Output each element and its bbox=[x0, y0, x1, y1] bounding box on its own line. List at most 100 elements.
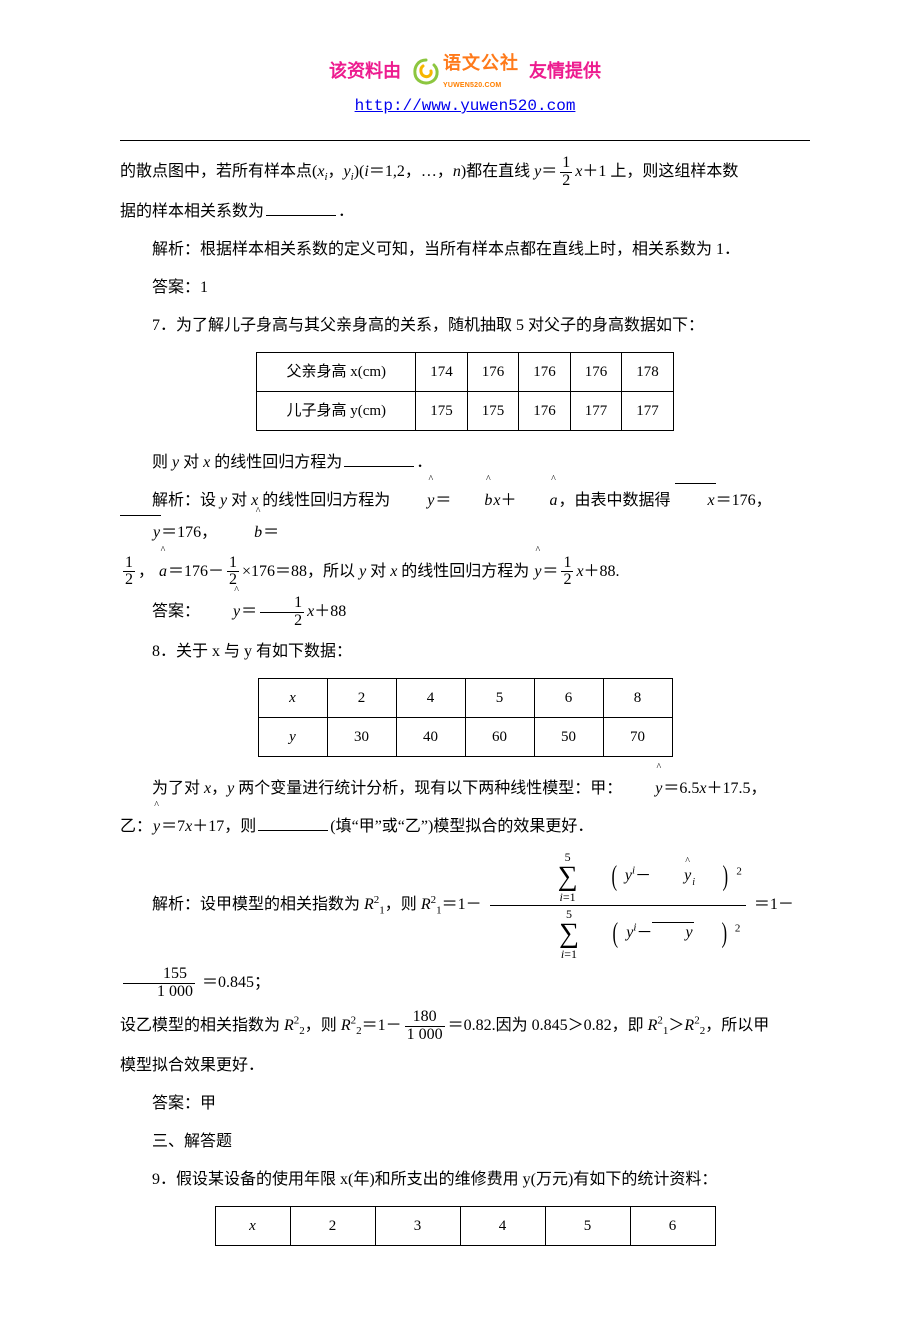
text: )( bbox=[354, 163, 365, 180]
text: ×176＝88，所以 bbox=[242, 563, 359, 580]
q8-prompt-line1: 为了对 x，y 两个变量进行统计分析，现有以下两种线性模型：甲：y＝6.5x＋1… bbox=[120, 773, 810, 805]
q7-stem: 7．为了解儿子身高与其父亲身高的关系，随机抽取 5 对父子的身高数据如下： bbox=[120, 310, 810, 342]
header-url-link[interactable]: http://www.yuwen520.com bbox=[355, 97, 576, 115]
cell: 50 bbox=[534, 717, 603, 756]
q7-jiexi-line2: 12， a＝176－12×176＝88，所以 y 对 x 的线性回归方程为 y＝… bbox=[120, 555, 810, 590]
text: 的线性回归方程为 bbox=[258, 492, 394, 509]
row-label: 儿子身高 y(cm) bbox=[257, 391, 416, 430]
q8-jiexi-line1: 解析：设甲模型的相关指数为 R21，则 R21＝1－ 5∑i=1 (yi－yi)… bbox=[120, 849, 810, 1004]
text: ＝1－ bbox=[754, 896, 794, 913]
text: ＋1 上，则这组样本数 bbox=[582, 163, 738, 180]
header-line-1: 该资料由 语文公社 YUWEN520.COM 友情提供 bbox=[120, 54, 810, 90]
cell: x bbox=[258, 678, 327, 717]
q6-answer: 答案：1 bbox=[120, 272, 810, 304]
q8-answer: 答案：甲 bbox=[120, 1088, 810, 1120]
cell: 174 bbox=[416, 352, 468, 391]
text: 设乙模型的相关指数为 bbox=[120, 1017, 284, 1034]
text: ＝176， bbox=[161, 524, 221, 541]
cell: 175 bbox=[416, 391, 468, 430]
q7-jiexi-line1: 解析：设 y 对 x 的线性回归方程为 y＝bx＋a，由表中数据得 x＝176，… bbox=[120, 485, 810, 549]
cell: 2 bbox=[327, 678, 396, 717]
text: ＝176－ bbox=[168, 563, 224, 580]
cell: 177 bbox=[570, 391, 622, 430]
table-row: x 2 3 4 5 6 bbox=[215, 1206, 715, 1245]
document-body: 的散点图中，若所有样本点(xi，yi)(i＝1,2，…，n)都在直线 y＝12x… bbox=[120, 155, 810, 1246]
den: 1 000 bbox=[123, 983, 195, 1001]
text: ＋17.5， bbox=[707, 780, 767, 797]
den: 1 000 bbox=[405, 1026, 445, 1044]
q6-continuation-line2: 据的样本相关系数为． bbox=[120, 196, 810, 228]
text: 答案： bbox=[152, 603, 200, 620]
text: 的线性回归方程为 bbox=[397, 563, 533, 580]
table-row: x 2 4 5 6 8 bbox=[258, 678, 672, 717]
text: ＝0.82.因为 0.845＞0.82，即 bbox=[448, 1017, 648, 1034]
logo-swirl-icon bbox=[411, 58, 441, 86]
var: x bbox=[289, 690, 296, 706]
text: ＋88 bbox=[314, 603, 346, 620]
table-row: y 30 40 60 50 70 bbox=[258, 717, 672, 756]
q8-table: x 2 4 5 6 8 y 30 40 60 50 70 bbox=[258, 678, 673, 757]
fill-blank bbox=[258, 829, 328, 831]
cell: 3 bbox=[375, 1206, 460, 1245]
logo: 语文公社 YUWEN520.COM bbox=[409, 54, 521, 90]
q9-table: x 2 3 4 5 6 bbox=[215, 1206, 716, 1246]
table-row: 儿子身高 y(cm) 175 175 176 177 177 bbox=[257, 391, 674, 430]
cell: 176 bbox=[519, 352, 571, 391]
cell: 60 bbox=[465, 717, 534, 756]
cell: 4 bbox=[460, 1206, 545, 1245]
text: 两个变量进行统计分析，现有以下两种线性模型：甲： bbox=[234, 780, 622, 797]
num: 155 bbox=[123, 966, 195, 983]
header-right-text: 友情提供 bbox=[529, 59, 601, 84]
q6-jiexi: 解析：根据样本相关系数的定义可知，当所有样本点都在直线上时，相关系数为 1． bbox=[120, 234, 810, 266]
table-row: 父亲身高 x(cm) 174 176 176 176 178 bbox=[257, 352, 674, 391]
text: 乙： bbox=[120, 818, 152, 835]
text: ． bbox=[416, 454, 432, 471]
big-fraction: 5∑i=1 (yi－yi)2 5∑i=1 (yi－y)2 bbox=[490, 849, 746, 962]
cell: 40 bbox=[396, 717, 465, 756]
logo-subtext: YUWEN520.COM bbox=[443, 82, 501, 89]
text: ＝7 bbox=[161, 818, 185, 835]
text: ＝0.845； bbox=[202, 974, 270, 991]
text: 为了对 bbox=[152, 780, 204, 797]
row-label: 父亲身高 x(cm) bbox=[257, 352, 416, 391]
text: ＝1－ bbox=[442, 896, 482, 913]
text: ，则 bbox=[305, 1017, 341, 1034]
q8-jiexi-line2: 设乙模型的相关指数为 R22，则 R22＝1－1801 000＝0.82.因为 … bbox=[120, 1009, 810, 1044]
fill-blank bbox=[344, 465, 414, 467]
text: (填“甲”或“乙”)模型拟合的效果更好． bbox=[330, 818, 593, 835]
q8-stem: 8．关于 x 与 y 有如下数据： bbox=[120, 636, 810, 668]
q6-continuation-line1: 的散点图中，若所有样本点(xi，yi)(i＝1,2，…，n)都在直线 y＝12x… bbox=[120, 155, 810, 190]
cell: 6 bbox=[534, 678, 603, 717]
num: 180 bbox=[405, 1009, 445, 1026]
cell: 30 bbox=[327, 717, 396, 756]
cell: 4 bbox=[396, 678, 465, 717]
text: 对 bbox=[179, 454, 203, 471]
fill-blank bbox=[266, 214, 336, 216]
var: y bbox=[289, 729, 296, 745]
text: ＋88. bbox=[584, 563, 620, 580]
cell: 8 bbox=[603, 678, 672, 717]
q8-jiexi-line3: 模型拟合效果更好． bbox=[120, 1050, 810, 1082]
q8-prompt-line2: 乙：y＝7x＋17，则(填“甲”或“乙”)模型拟合的效果更好． bbox=[120, 811, 810, 843]
header-left-text: 该资料由 bbox=[329, 59, 401, 84]
text: ， bbox=[211, 780, 227, 797]
header-separator bbox=[120, 140, 810, 141]
text: ＋17，则 bbox=[192, 818, 256, 835]
text: 对 bbox=[366, 563, 390, 580]
text: ，所以甲 bbox=[705, 1017, 769, 1034]
text: 解析：设甲模型的相关指数为 bbox=[152, 896, 364, 913]
cell: 70 bbox=[603, 717, 672, 756]
cell: 2 bbox=[290, 1206, 375, 1245]
text: ，由表中数据得 bbox=[559, 492, 675, 509]
text: ． bbox=[338, 203, 354, 220]
text: )都在直线 bbox=[461, 163, 534, 180]
q9-stem: 9．假设某设备的使用年限 x(年)和所支出的维修费用 y(万元)有如下的统计资料… bbox=[120, 1164, 810, 1196]
text: ＝1,2，…， bbox=[369, 163, 453, 180]
cell: 176 bbox=[519, 391, 571, 430]
q7-table: 父亲身高 x(cm) 174 176 176 176 178 儿子身高 y(cm… bbox=[256, 352, 674, 431]
cell: 175 bbox=[467, 391, 519, 430]
text: ＞ bbox=[668, 1017, 684, 1034]
text: ＝6.5 bbox=[663, 780, 699, 797]
page-header: 该资料由 语文公社 YUWEN520.COM 友情提供 http://www.y… bbox=[120, 54, 810, 122]
section-3-heading: 三、解答题 bbox=[120, 1126, 810, 1158]
